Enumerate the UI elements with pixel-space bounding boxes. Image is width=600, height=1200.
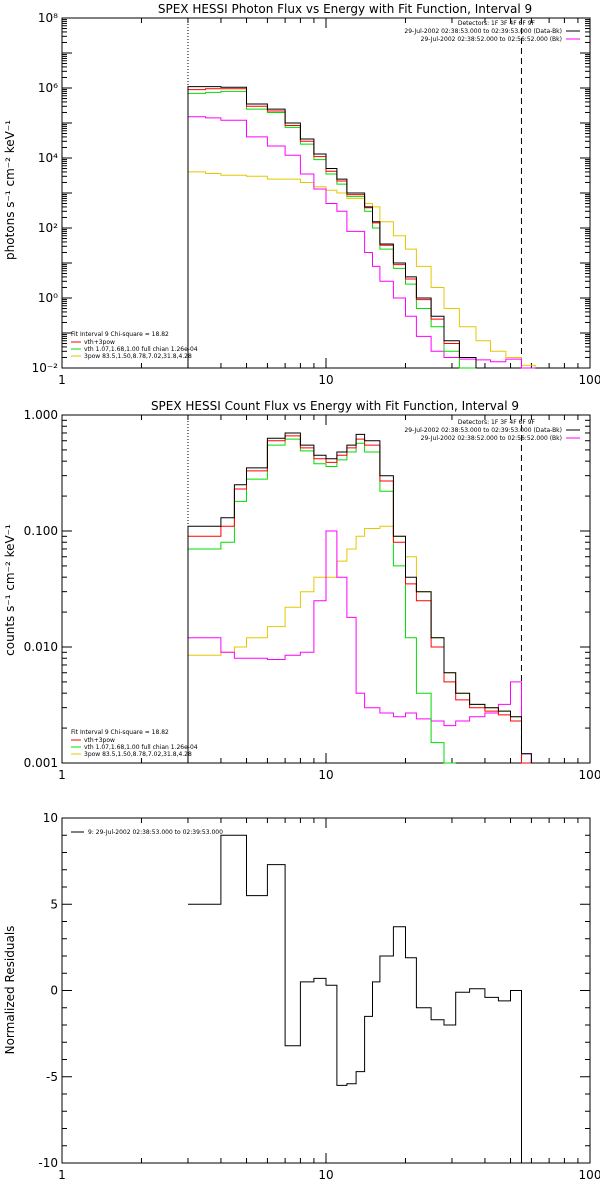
- panel-2-xtick-label: 100: [579, 768, 600, 782]
- panel-1-xtick-label: 1: [58, 373, 66, 387]
- panel-1-ytick-label: 10⁰: [38, 291, 58, 305]
- panel-1-series-4: [187, 116, 536, 369]
- panel-2-xtick-label: 1: [58, 768, 66, 782]
- panel-1-top-legend-title: Detectors: 1F 3F 4F 6F 9F: [458, 20, 536, 27]
- panel-3-ytick-label: 5: [50, 897, 58, 911]
- panel-1-ytick-label: 10⁴: [38, 151, 58, 165]
- panel-2-ytick-label: 0.001: [24, 756, 58, 770]
- panel-3-series-1: [188, 834, 522, 1163]
- panel-2-ytick-label: 1.000: [24, 408, 58, 422]
- panel-1-ytick-label: 10²: [38, 221, 58, 235]
- panel-2-ytick-label: 0.100: [24, 524, 58, 538]
- panel-2-series-1: [187, 432, 546, 764]
- panel-2-fit-legend-line-3: 3pow 83.5,1.50,8.78,7.02,31.8,4.28: [84, 751, 192, 758]
- panel-residuals: Normalized Residuals 9: 29-Jul-2002 02:3…: [3, 829, 223, 1054]
- panel-2-title: SPEX HESSI Count Flux vs Energy with Fit…: [151, 399, 519, 413]
- panel-photon-flux: SPEX HESSI Photon Flux vs Energy with Fi…: [3, 2, 580, 360]
- panel-count-flux: SPEX HESSI Count Flux vs Energy with Fit…: [3, 399, 580, 758]
- panel-3-xtick-label: 1: [58, 1168, 66, 1182]
- panel-1-series-5: [187, 171, 536, 368]
- panel-3-ylabel: Normalized Residuals: [3, 926, 17, 1055]
- panel-1-series-1: [187, 86, 477, 368]
- panel-1-fit-legend-line-3: 3pow 83.5,1.50,8.78,7.02,31.8,4.28: [84, 353, 192, 360]
- panel-3-ytick-label: -10: [38, 1156, 58, 1170]
- panel-1-series-3: [187, 90, 476, 369]
- panel-3-xtick-label: 100: [579, 1168, 600, 1182]
- panel-1-ytick-label: 10⁶: [38, 81, 58, 95]
- panel-1-title: SPEX HESSI Photon Flux vs Energy with Fi…: [158, 2, 532, 16]
- panel-2-fit-legend-line-2: vth 1.07,1.68,1.00 full chian 1.26e-04: [84, 744, 198, 751]
- panel-3-ytick-label: -5: [46, 1070, 58, 1084]
- panel-3-xtick-label: 10: [318, 1168, 333, 1182]
- panel-1-fit-legend-line-1: vth+3pow: [84, 339, 115, 346]
- panel-2-top-legend-title: Detectors: 1F 3F 4F 6F 9F: [458, 419, 536, 426]
- panel-2-top-legend-line-2: 29-Jul-2002 02:38:52.000 to 02:56:52.000…: [421, 435, 562, 442]
- panel-3-ytick-label: 0: [50, 984, 58, 998]
- panel-1-ylabel: photons s⁻¹ cm⁻² keV⁻¹: [3, 120, 17, 260]
- panel-3-legend-text: 9: 29-Jul-2002 02:38:53.000 to 02:39:53.…: [88, 829, 223, 836]
- panel-3-ytick-label: 10: [43, 811, 58, 825]
- panel-1-ytick-label: 10⁻²: [32, 361, 59, 375]
- panel-1-ytick-label: 10⁸: [38, 11, 58, 25]
- panel-2-fit-legend-title: Fit Interval 9 Chi-square = 18.82: [71, 729, 169, 736]
- panel-1-xtick-label: 10: [318, 373, 333, 387]
- panel-1-series-2: [187, 88, 477, 368]
- panel-1-top-legend-line-2: 29-Jul-2002 02:38:52.000 to 02:56:52.000…: [421, 36, 562, 43]
- panel-2-series-5: [187, 525, 546, 764]
- panel-2-ytick-label: 0.010: [24, 640, 58, 654]
- panel-1-xtick-label: 100: [579, 373, 600, 387]
- panel-2-top-legend-line-1: 29-Jul-2002 02:38:53.000 to 02:39:53.000…: [404, 427, 562, 434]
- panel-2-ylabel: counts s⁻¹ cm⁻² keV⁻¹: [3, 524, 17, 656]
- panel-1-fit-legend-line-2: vth 1.07,1.68,1.00 full chian 1.26e-04: [84, 346, 198, 353]
- panel-2-fit-legend-line-1: vth+3pow: [84, 737, 115, 744]
- panel-1-fit-legend-title: Fit Interval 9 Chi-square = 18.82: [71, 331, 169, 338]
- panel-2-xtick-label: 10: [318, 768, 333, 782]
- panel-2-series-4: [187, 530, 546, 764]
- panel-1-top-legend-line-1: 29-Jul-2002 02:38:53.000 to 02:39:53.000…: [404, 28, 562, 35]
